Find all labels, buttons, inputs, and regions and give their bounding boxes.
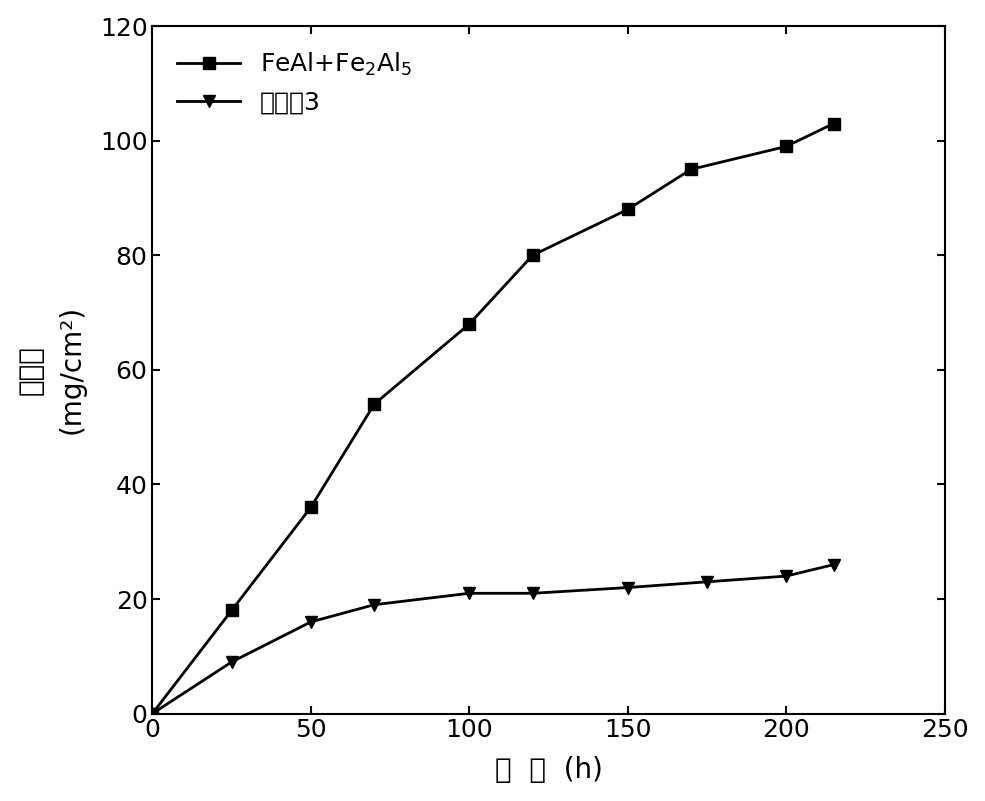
Y-axis label: 增重量
(mg/cm²): 增重量 (mg/cm²) (17, 305, 86, 434)
X-axis label: 时  间  (h): 时 间 (h) (494, 756, 603, 784)
Legend: FeAl+Fe$_2$Al$_5$, 实施例3: FeAl+Fe$_2$Al$_5$, 实施例3 (164, 38, 425, 127)
